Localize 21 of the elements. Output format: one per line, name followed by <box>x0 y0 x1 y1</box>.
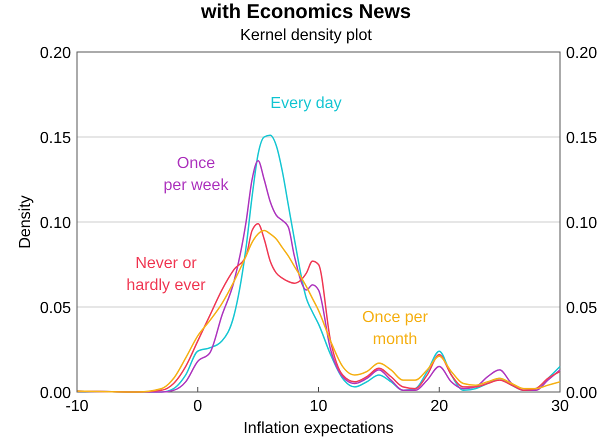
series-label: Every day <box>270 95 342 112</box>
y2-tick-label: 0.00 <box>566 385 598 402</box>
chart-title: with Economics News <box>200 1 412 23</box>
y-tick-label: 0.15 <box>40 130 72 147</box>
series-label: Never or hardly ever <box>126 255 206 294</box>
chart-subtitle: Kernel density plot <box>240 27 372 44</box>
y2-tick-label: 0.05 <box>566 300 598 317</box>
x-tick-label: 20 <box>430 398 448 415</box>
x-tick-label: 0 <box>193 398 202 415</box>
y2-tick-label: 0.15 <box>566 130 598 147</box>
x-tick-label: 30 <box>551 398 569 415</box>
x-axis-title: Inflation expectations <box>243 420 394 437</box>
y-tick-label: 0.20 <box>40 45 72 62</box>
y-tick-label: 0.05 <box>40 300 72 317</box>
y-axis-title: Density <box>17 195 34 249</box>
series-label: Once per month <box>362 309 429 348</box>
y-tick-label: 0.10 <box>40 215 72 232</box>
y2-tick-label: 0.20 <box>566 45 598 62</box>
series-label: Once per week <box>164 155 230 194</box>
x-tick-label: 10 <box>310 398 328 415</box>
y2-tick-label: 0.10 <box>566 215 598 232</box>
